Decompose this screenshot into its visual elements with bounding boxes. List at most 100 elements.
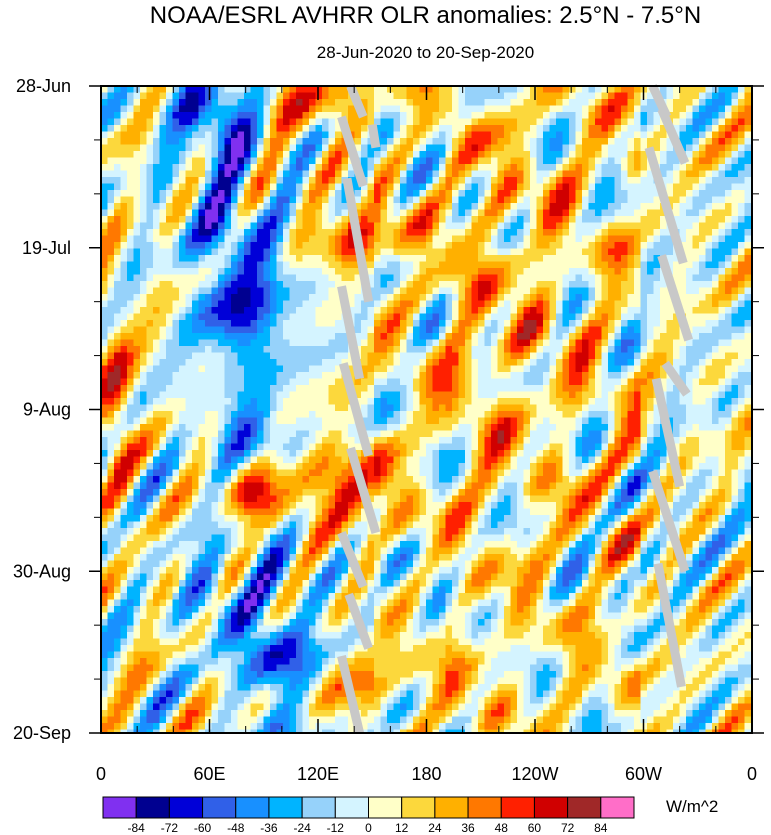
anomaly-cell	[146, 255, 154, 262]
anomaly-cell	[374, 190, 381, 197]
anomaly-cell	[276, 209, 284, 217]
anomaly-cell	[627, 320, 635, 327]
anomaly-cell	[491, 268, 498, 275]
anomaly-cell	[257, 144, 264, 152]
anomaly-cell	[621, 385, 628, 392]
anomaly-cell	[393, 99, 401, 106]
anomaly-cell	[406, 274, 414, 282]
anomaly-cell	[322, 157, 329, 165]
anomaly-cell	[276, 235, 284, 243]
anomaly-cell	[406, 99, 414, 106]
anomaly-cell	[569, 222, 576, 230]
anomaly-cell	[640, 112, 648, 119]
anomaly-cell	[556, 398, 563, 405]
anomaly-cell	[218, 391, 225, 399]
anomaly-cell	[211, 118, 219, 126]
anomaly-cell	[205, 118, 212, 126]
anomaly-cell	[673, 183, 680, 191]
anomaly-cell	[361, 229, 368, 236]
anomaly-cell	[653, 307, 661, 314]
anomaly-cell	[322, 313, 329, 321]
anomaly-cell	[159, 99, 167, 106]
anomaly-cell	[491, 183, 498, 191]
anomaly-cell	[621, 391, 628, 399]
anomaly-cell	[712, 378, 719, 386]
anomaly-cell	[153, 92, 160, 100]
anomaly-cell	[640, 300, 648, 308]
anomaly-cell	[237, 248, 245, 256]
anomaly-cell	[699, 209, 706, 217]
anomaly-cell	[172, 333, 180, 340]
anomaly-cell	[478, 294, 485, 301]
anomaly-cell	[361, 203, 368, 210]
anomaly-cell	[653, 151, 661, 158]
anomaly-cell	[205, 125, 212, 132]
anomaly-cell	[614, 333, 622, 340]
anomaly-cell	[367, 307, 375, 314]
anomaly-cell	[465, 372, 472, 379]
anomaly-cell	[413, 359, 420, 366]
anomaly-cell	[647, 352, 654, 360]
anomaly-cell	[595, 131, 602, 139]
anomaly-cell	[309, 333, 316, 340]
anomaly-cell	[283, 209, 290, 217]
anomaly-cell	[244, 164, 251, 171]
anomaly-cell	[244, 196, 251, 204]
anomaly-cell	[380, 99, 388, 106]
anomaly-cell	[328, 365, 336, 373]
anomaly-cell	[458, 183, 466, 191]
anomaly-cell	[497, 398, 505, 405]
anomaly-cell	[335, 313, 342, 321]
anomaly-cell	[270, 404, 277, 412]
anomaly-cell	[335, 164, 342, 171]
anomaly-cell	[315, 307, 323, 314]
anomaly-cell	[601, 268, 609, 275]
anomaly-cell	[627, 118, 635, 126]
anomaly-cell	[523, 261, 531, 269]
anomaly-cell	[744, 339, 752, 347]
anomaly-cell	[374, 385, 381, 392]
anomaly-cell	[224, 164, 232, 171]
anomaly-cell	[738, 255, 745, 262]
anomaly-cell	[114, 268, 121, 275]
anomaly-cell	[484, 164, 492, 171]
anomaly-cell	[309, 307, 316, 314]
anomaly-cell	[575, 235, 583, 243]
anomaly-cell	[627, 255, 635, 262]
anomaly-cell	[484, 300, 492, 308]
anomaly-cell	[276, 203, 284, 210]
anomaly-cell	[374, 391, 381, 399]
anomaly-cell	[218, 190, 225, 197]
anomaly-cell	[302, 372, 310, 379]
anomaly-cell	[309, 183, 316, 191]
anomaly-cell	[413, 274, 420, 282]
anomaly-cell	[380, 235, 388, 243]
anomaly-cell	[205, 391, 212, 399]
anomaly-cell	[432, 339, 440, 347]
anomaly-cell	[413, 164, 420, 171]
anomaly-cell	[211, 333, 219, 340]
anomaly-cell	[640, 359, 648, 366]
anomaly-cell	[686, 268, 693, 275]
anomaly-cell	[595, 86, 602, 93]
anomaly-cell	[322, 216, 329, 223]
anomaly-cell	[276, 274, 284, 282]
anomaly-cell	[107, 255, 115, 262]
anomaly-cell	[231, 274, 238, 282]
anomaly-cell	[120, 164, 128, 171]
anomaly-cell	[699, 346, 706, 353]
anomaly-cell	[484, 92, 492, 100]
anomaly-cell	[296, 190, 303, 197]
anomaly-cell	[614, 352, 622, 360]
anomaly-cell	[523, 300, 531, 308]
anomaly-cell	[120, 281, 128, 288]
anomaly-cell	[315, 287, 323, 295]
anomaly-cell	[413, 157, 420, 165]
anomaly-cell	[465, 300, 472, 308]
anomaly-cell	[361, 372, 368, 379]
anomaly-cell	[712, 151, 719, 158]
anomaly-cell	[549, 391, 557, 399]
anomaly-cell	[484, 313, 492, 321]
anomaly-cell	[686, 248, 693, 256]
anomaly-cell	[556, 359, 563, 366]
